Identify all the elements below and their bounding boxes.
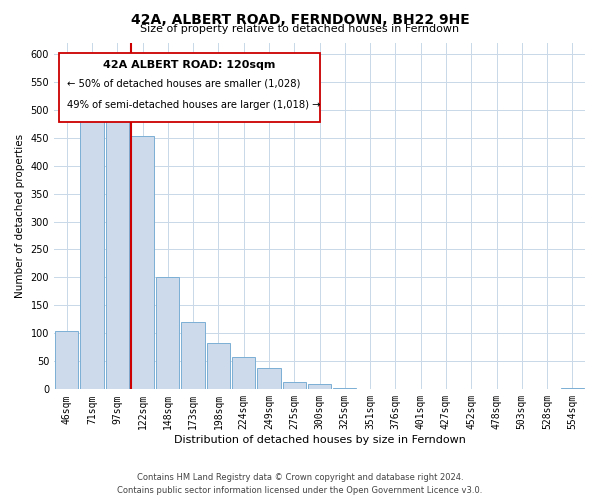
Bar	[55, 330, 79, 390]
Bar	[409, 389, 432, 390]
Text: Contains HM Land Registry data © Crown copyright and database right 2024.
Contai: Contains HM Land Registry data © Crown c…	[118, 473, 482, 495]
Bar	[80, 117, 104, 390]
Text: 42A, ALBERT ROAD, FERNDOWN, BH22 9HE: 42A, ALBERT ROAD, FERNDOWN, BH22 9HE	[131, 12, 469, 26]
X-axis label: Distribution of detached houses by size in Ferndown: Distribution of detached houses by size …	[173, 435, 466, 445]
Y-axis label: Number of detached properties: Number of detached properties	[15, 134, 25, 298]
Text: Size of property relative to detached houses in Ferndown: Size of property relative to detached ho…	[140, 24, 460, 34]
Bar	[283, 382, 306, 390]
FancyBboxPatch shape	[59, 53, 320, 122]
Bar	[358, 389, 382, 390]
Bar	[535, 389, 559, 390]
Bar	[181, 322, 205, 390]
Bar	[333, 388, 356, 390]
Bar	[207, 343, 230, 390]
Bar	[257, 368, 281, 390]
Bar	[131, 136, 154, 390]
Text: 42A ALBERT ROAD: 120sqm: 42A ALBERT ROAD: 120sqm	[103, 60, 275, 70]
Bar	[232, 358, 256, 390]
Bar	[308, 384, 331, 390]
Bar	[561, 388, 584, 390]
Bar	[106, 117, 129, 390]
Bar	[156, 277, 179, 390]
Text: ← 50% of detached houses are smaller (1,028): ← 50% of detached houses are smaller (1,…	[67, 79, 301, 89]
Text: 49% of semi-detached houses are larger (1,018) →: 49% of semi-detached houses are larger (…	[67, 100, 321, 110]
